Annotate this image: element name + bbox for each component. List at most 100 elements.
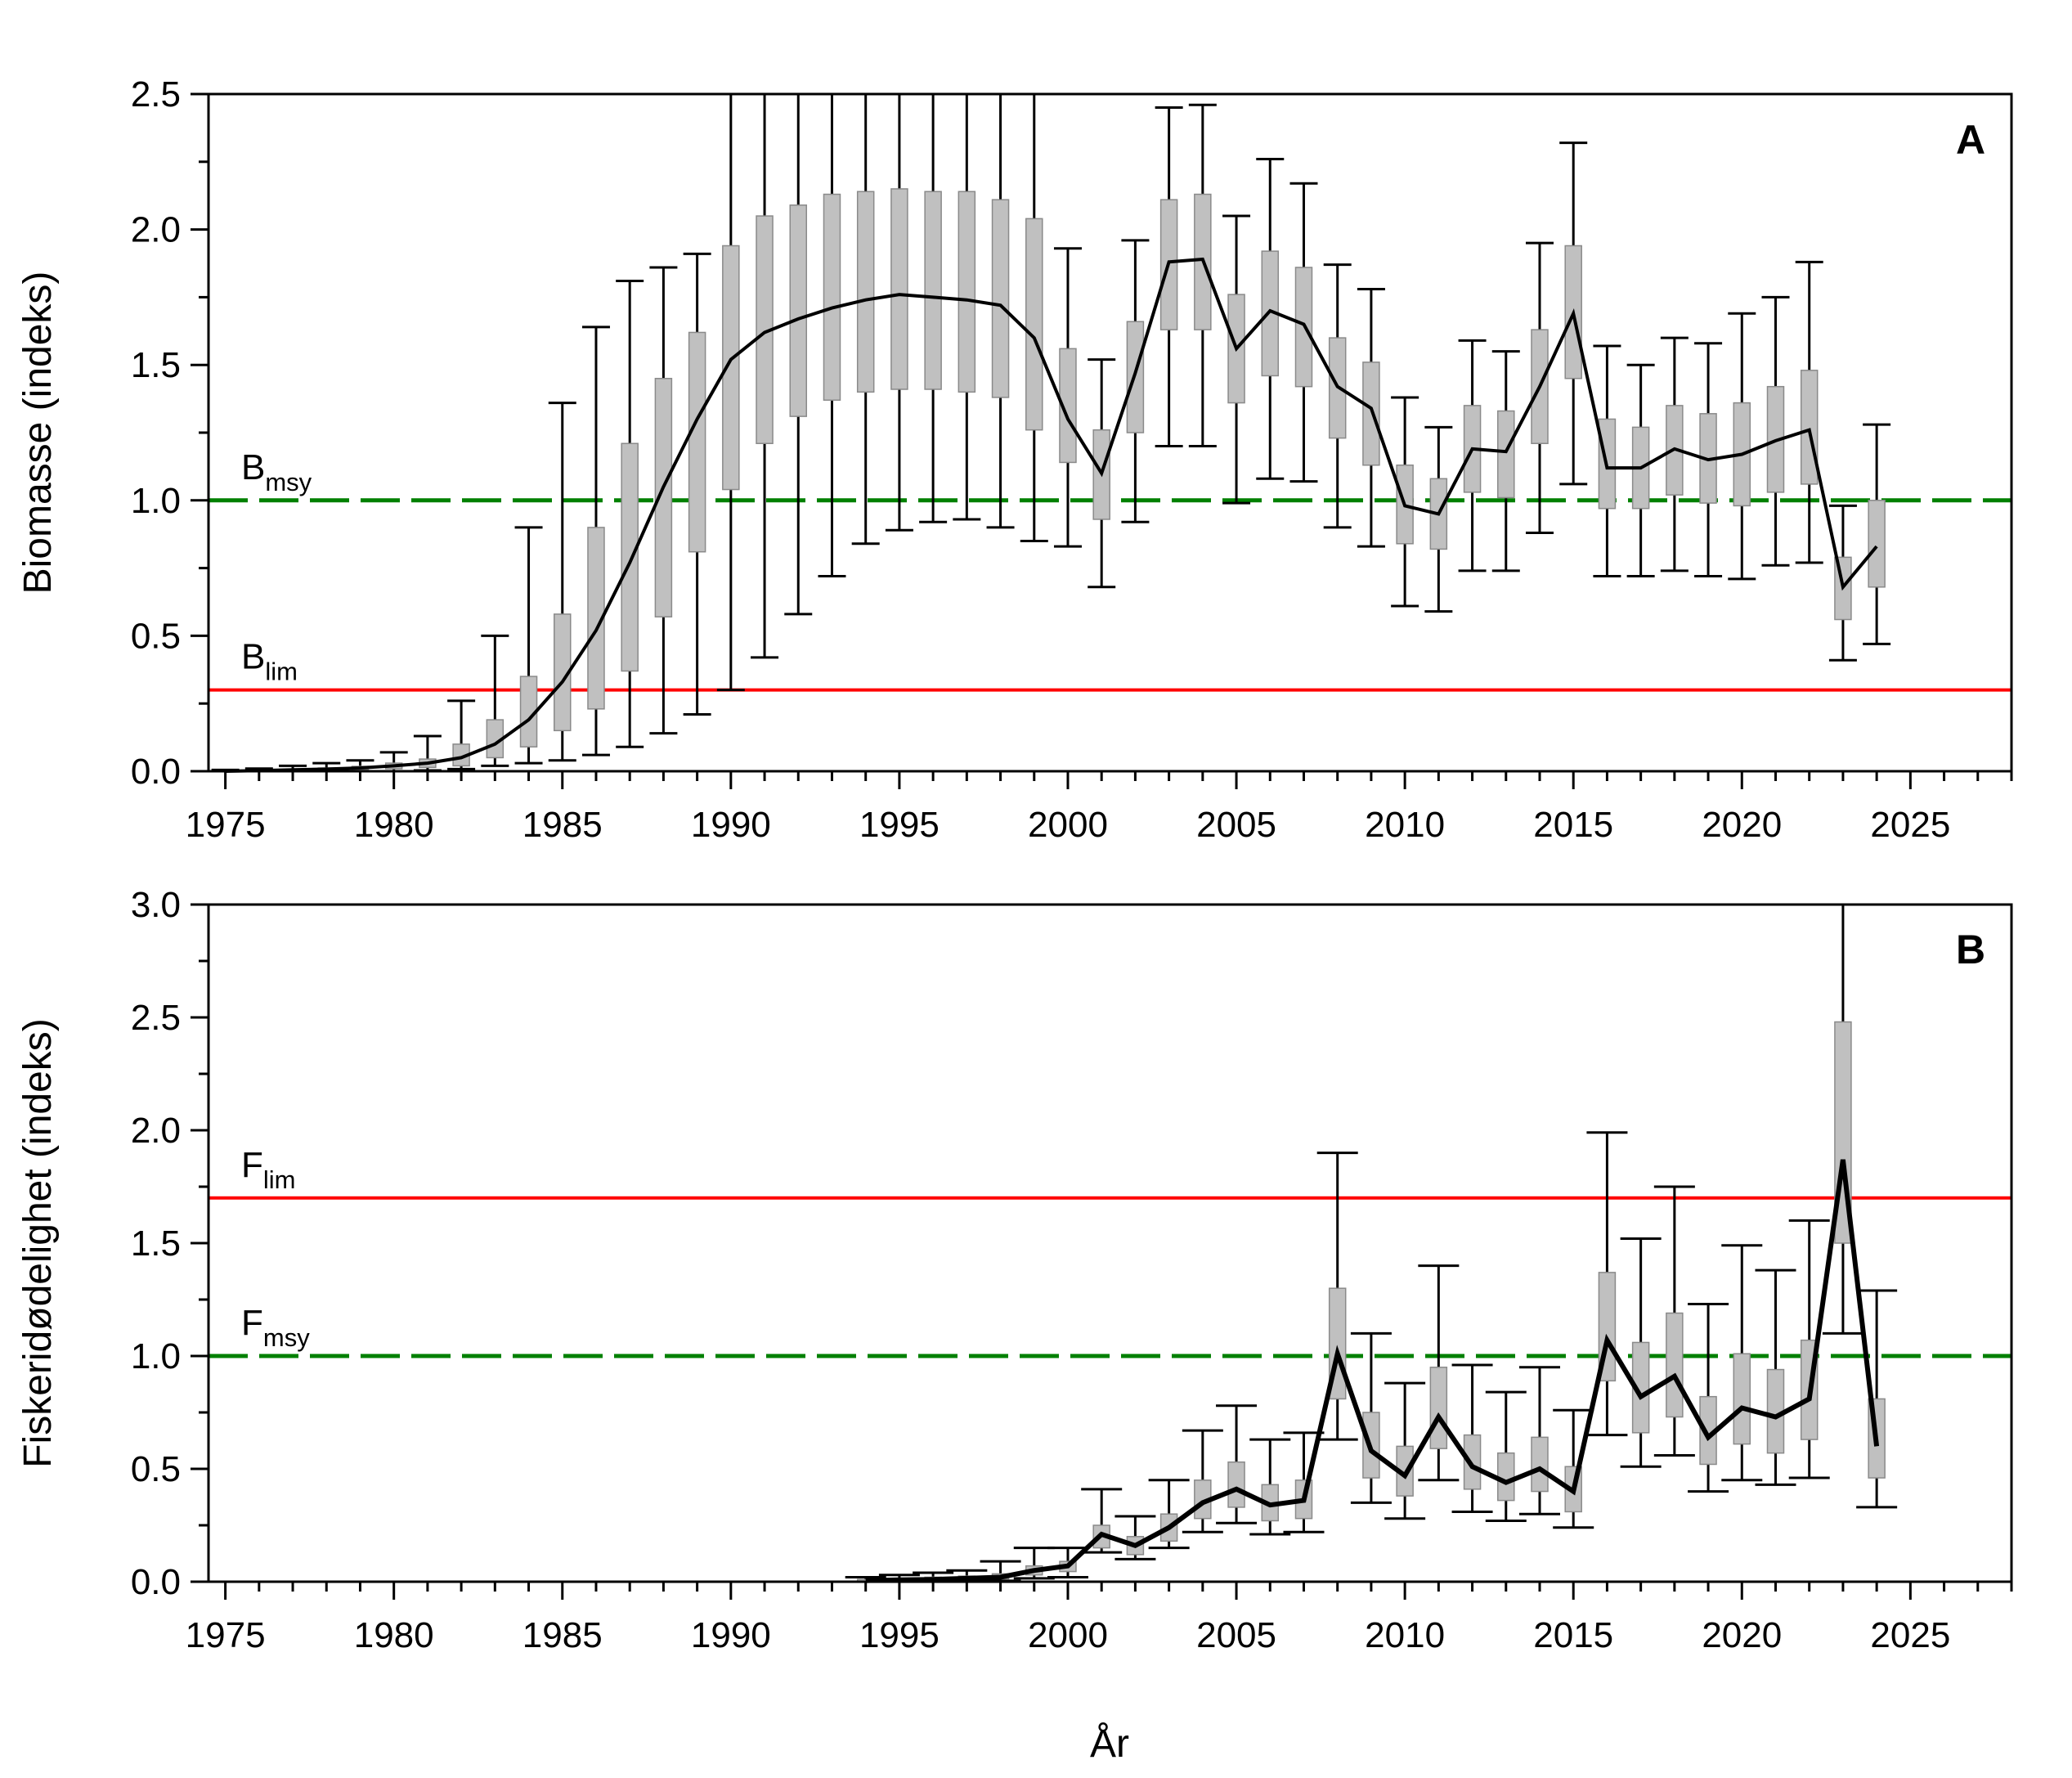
x-tick-label-2020: 2020 [1702, 805, 1782, 845]
panel-a-letter: A [1956, 117, 1985, 163]
box-2019 [1694, 342, 1723, 578]
x-tick-label-1985: 1985 [522, 1615, 603, 1655]
iqr-box-1988 [654, 378, 673, 617]
panel-a-biomass: Bmsy Blim 1975 1980 1985 1990 1995 2000 2005 201… [16, 74, 2013, 845]
iqr-box-1986 [587, 527, 605, 710]
y-tick-label-2.5: 2.5 [131, 998, 181, 1038]
box-1998 [986, 92, 1015, 529]
iqr-box-2014 [1531, 1436, 1549, 1493]
box-2006 [1256, 157, 1285, 480]
x-tick-label-1980: 1980 [354, 805, 434, 845]
x-tick-label-1990: 1990 [691, 1615, 771, 1655]
iqr-box-1995 [890, 188, 908, 390]
x-tick-label-1995: 1995 [859, 1615, 940, 1655]
box-1990 [716, 92, 745, 692]
panel-a-y-axis-title: Biomasse (indeks) [16, 272, 60, 595]
box-1996 [919, 92, 948, 523]
box-2005 [1216, 1404, 1258, 1524]
box-1992 [784, 92, 813, 616]
y-tick-label-0.5: 0.5 [131, 1449, 181, 1489]
iqr-box-1993 [823, 193, 841, 402]
y-tick-label-1.0: 1.0 [131, 1336, 181, 1376]
iqr-box-2022 [1800, 370, 1819, 485]
box-1995 [885, 92, 913, 532]
y-tick-label-0.5: 0.5 [131, 616, 181, 656]
x-tick-label-1975: 1975 [186, 805, 266, 845]
iqr-box-1998 [991, 199, 1010, 398]
x-tick-label-2000: 2000 [1028, 1615, 1108, 1655]
x-tick-label-1985: 1985 [522, 805, 603, 845]
box-2024 [1863, 423, 1891, 645]
iqr-box-2000 [1059, 348, 1077, 464]
x-tick-label-2010: 2010 [1365, 805, 1445, 845]
panel-b-reference-lines: Flim Fmsy [209, 1145, 2011, 1358]
panel-a-axis-ticks: 1975 1980 1985 1990 1995 2000 2005 2010 2015 2020… [131, 74, 2013, 845]
x-tick-label-2015: 2015 [1533, 1615, 1613, 1655]
box-1988 [649, 266, 678, 735]
box-2000 [1053, 247, 1082, 548]
box-2017 [1620, 1237, 1662, 1468]
iqr-box-2018 [1666, 1312, 1684, 1418]
iqr-box-2013 [1497, 1452, 1515, 1502]
iqr-box-1992 [789, 204, 808, 417]
box-2013 [1485, 1390, 1527, 1522]
box-2019 [1688, 1303, 1729, 1493]
iqr-box-2020 [1733, 1353, 1751, 1445]
x-tick-label-2005: 2005 [1196, 805, 1276, 845]
box-1993 [818, 92, 846, 578]
iqr-box-1997 [958, 191, 976, 393]
iqr-box-1994 [856, 191, 875, 393]
x-tick-label-1975: 1975 [186, 1615, 266, 1655]
iqr-box-2005 [1227, 1461, 1245, 1508]
y-tick-label-3.0: 3.0 [131, 885, 181, 925]
iqr-box-1987 [621, 442, 639, 672]
box-2009 [1357, 287, 1385, 548]
x-tick-label-2005: 2005 [1196, 1615, 1276, 1655]
box-2014 [1518, 1366, 1560, 1515]
iqr-box-1996 [924, 191, 942, 390]
box-2004 [1182, 1429, 1223, 1533]
ref-label-b-lim: Blim [241, 637, 298, 686]
box-2020 [1721, 1244, 1763, 1482]
iqr-box-2009 [1362, 361, 1380, 466]
iqr-box-1999 [1025, 218, 1043, 431]
ref-label-b-msy: Bmsy [241, 447, 312, 496]
panel-b-median-line [865, 1159, 1880, 1583]
x-tick-label-2025: 2025 [1870, 1615, 1950, 1655]
panel-b-y-axis-title: Fiskeridødelighet (indeks) [16, 1018, 60, 1468]
x-tick-label-1980: 1980 [354, 1615, 434, 1655]
box-1982 [447, 699, 476, 770]
box-1994 [851, 92, 880, 546]
y-tick-label-1.5: 1.5 [131, 1223, 181, 1264]
x-tick-label-1990: 1990 [691, 805, 771, 845]
panel-b-letter: B [1956, 927, 1985, 972]
y-tick-label-0.0: 0.0 [131, 752, 181, 792]
iqr-box-2013 [1497, 410, 1515, 499]
y-tick-label-2.0: 2.0 [131, 210, 181, 250]
y-tick-label-2.5: 2.5 [131, 74, 181, 114]
panel-b-frame [207, 903, 2013, 1583]
box-1989 [683, 252, 711, 716]
ref-label-f-lim: Flim [241, 1145, 296, 1194]
y-tick-label-1.5: 1.5 [131, 345, 181, 385]
x-axis-title: År [1090, 1722, 1129, 1766]
iqr-box-1990 [722, 245, 740, 491]
x-tick-label-2020: 2020 [1702, 1615, 1782, 1655]
y-tick-label-0.0: 0.0 [131, 1562, 181, 1602]
box-2013 [1491, 350, 1520, 572]
box-2001 [1088, 358, 1116, 589]
y-tick-label-1.0: 1.0 [131, 481, 181, 521]
box-1991 [751, 92, 779, 659]
x-tick-label-1995: 1995 [859, 805, 940, 845]
y-tick-label-2.0: 2.0 [131, 1111, 181, 1151]
box-2003 [1148, 1479, 1190, 1550]
iqr-box-2024 [1868, 500, 1886, 588]
x-tick-label-2025: 2025 [1870, 805, 1950, 845]
box-1987 [616, 280, 644, 748]
x-tick-label-2000: 2000 [1028, 805, 1108, 845]
box-2018 [1653, 1185, 1695, 1457]
panel-b-axis-ticks: 1975 1980 1985 1990 1995 2000 2005 2010 2015 2020… [131, 885, 2013, 1655]
box-2012 [1451, 1363, 1493, 1513]
box-1986 [581, 326, 610, 757]
